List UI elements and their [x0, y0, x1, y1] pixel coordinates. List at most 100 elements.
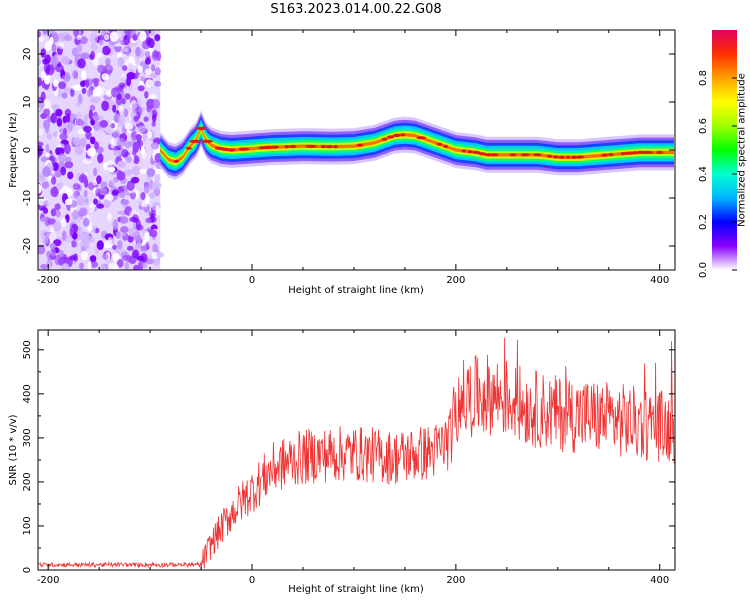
- noise-speckle: [63, 128, 67, 136]
- ridge-peak: [436, 142, 443, 146]
- noise-speckle: [80, 52, 89, 60]
- noise-speckle: [123, 108, 129, 118]
- noise-speckle: [122, 199, 129, 206]
- noise-speckle: [137, 64, 143, 74]
- noise-speckle: [61, 230, 67, 241]
- noise-speckle: [64, 143, 71, 155]
- ridge-peak: [189, 139, 201, 143]
- colorbar-label: Normalized spectral amplitude: [736, 73, 748, 227]
- noise-speckle: [61, 92, 68, 99]
- noise-speckle: [111, 189, 119, 196]
- noise-speckle: [107, 212, 112, 222]
- ridge-peak: [238, 147, 250, 151]
- ridge-peak: [174, 159, 180, 163]
- ridge-peak: [570, 155, 578, 159]
- noise-speckle: [108, 166, 116, 173]
- spectrogram-y-tick-label: -20: [22, 238, 33, 254]
- noise-speckle: [93, 167, 98, 177]
- ridge-peak: [320, 144, 327, 149]
- ridge-peak: [547, 154, 553, 158]
- noise-speckle: [90, 136, 96, 145]
- noise-speckle: [81, 70, 87, 80]
- noise-speckle: [151, 181, 158, 191]
- ridge-peak: [485, 153, 492, 157]
- ridge-peak: [533, 153, 542, 157]
- noise-speckle: [86, 235, 95, 244]
- noise-speckle: [66, 113, 71, 123]
- noise-speckle: [107, 160, 114, 166]
- noise-speckle: [71, 217, 80, 224]
- snr-y-tick-label: 100: [22, 516, 33, 535]
- noise-speckle: [67, 171, 74, 180]
- spectrogram-y-tick-label: -10: [22, 190, 33, 206]
- noise-speckle: [46, 133, 52, 140]
- noise-speckle: [113, 113, 120, 123]
- noise-speckle: [75, 118, 84, 126]
- noise-speckle: [75, 101, 81, 108]
- spectrogram-x-tick-label: 200: [446, 275, 465, 286]
- noise-speckle: [45, 152, 51, 158]
- noise-speckle: [116, 259, 124, 268]
- noise-speckle: [152, 243, 159, 253]
- noise-speckle: [83, 125, 92, 133]
- noise-speckle: [114, 44, 122, 53]
- noise-speckle: [93, 198, 98, 205]
- noise-speckle: [105, 58, 111, 65]
- ridge-peak: [201, 139, 213, 143]
- noise-speckle: [126, 75, 132, 87]
- noise-speckle: [120, 226, 129, 233]
- noise-speckle: [89, 104, 96, 111]
- colorbar-tick-label: 0.4: [698, 166, 709, 182]
- noise-speckle: [65, 198, 73, 205]
- noise-speckle: [96, 240, 104, 251]
- ridge-peak: [558, 155, 566, 159]
- noise-speckle: [135, 134, 142, 141]
- noise-speckle: [101, 100, 109, 112]
- noise-speckle: [155, 205, 160, 216]
- noise-speckle: [151, 64, 156, 72]
- noise-speckle: [89, 255, 97, 263]
- noise-speckle: [62, 115, 68, 124]
- snr-x-tick-label: 200: [446, 575, 465, 586]
- colorbar: 0.0 0.2 0.4 0.6 0.8: [698, 30, 737, 278]
- noise-speckle: [154, 80, 162, 87]
- noise-speckle: [98, 264, 107, 270]
- noise-speckle: [103, 199, 110, 209]
- noise-speckle: [116, 52, 123, 59]
- noise-speckle: [141, 245, 148, 253]
- noise-speckle: [154, 153, 163, 163]
- noise-speckle: [42, 166, 51, 177]
- noise-speckle: [117, 160, 126, 168]
- noise-speckle: [90, 50, 95, 61]
- noise-speckle: [38, 128, 44, 136]
- snr-plot-frame: [37, 329, 676, 571]
- snr-x-tick-label: -200: [37, 575, 60, 586]
- snr-x-tick-label: 400: [650, 575, 669, 586]
- noise-speckle: [133, 264, 140, 270]
- noise-speckle: [62, 74, 71, 80]
- noise-speckle: [51, 176, 57, 185]
- noise-speckle: [129, 227, 134, 237]
- noise-speckle: [58, 81, 67, 90]
- spectrogram-y-tick-label: 20: [22, 48, 33, 61]
- noise-speckle: [46, 259, 53, 269]
- ridge-peak: [641, 150, 654, 154]
- colorbar-tick-label: 0.8: [698, 70, 709, 86]
- noise-speckle: [124, 30, 132, 36]
- noise-speckle: [119, 191, 126, 198]
- noise-speckle: [124, 93, 131, 100]
- noise-speckle: [39, 174, 45, 181]
- noise-speckle: [140, 252, 148, 263]
- noise-speckle: [65, 156, 72, 163]
- noise-speckle: [135, 46, 141, 57]
- noise-speckle: [38, 141, 44, 147]
- noise-speckle: [150, 229, 158, 238]
- noise-speckle: [93, 80, 99, 88]
- noise-speckle: [117, 209, 125, 217]
- noise-speckle: [139, 30, 147, 42]
- noise-speckle: [152, 113, 157, 123]
- noise-speckle: [51, 43, 57, 53]
- noise-speckle: [42, 58, 50, 65]
- noise-speckle: [126, 245, 134, 251]
